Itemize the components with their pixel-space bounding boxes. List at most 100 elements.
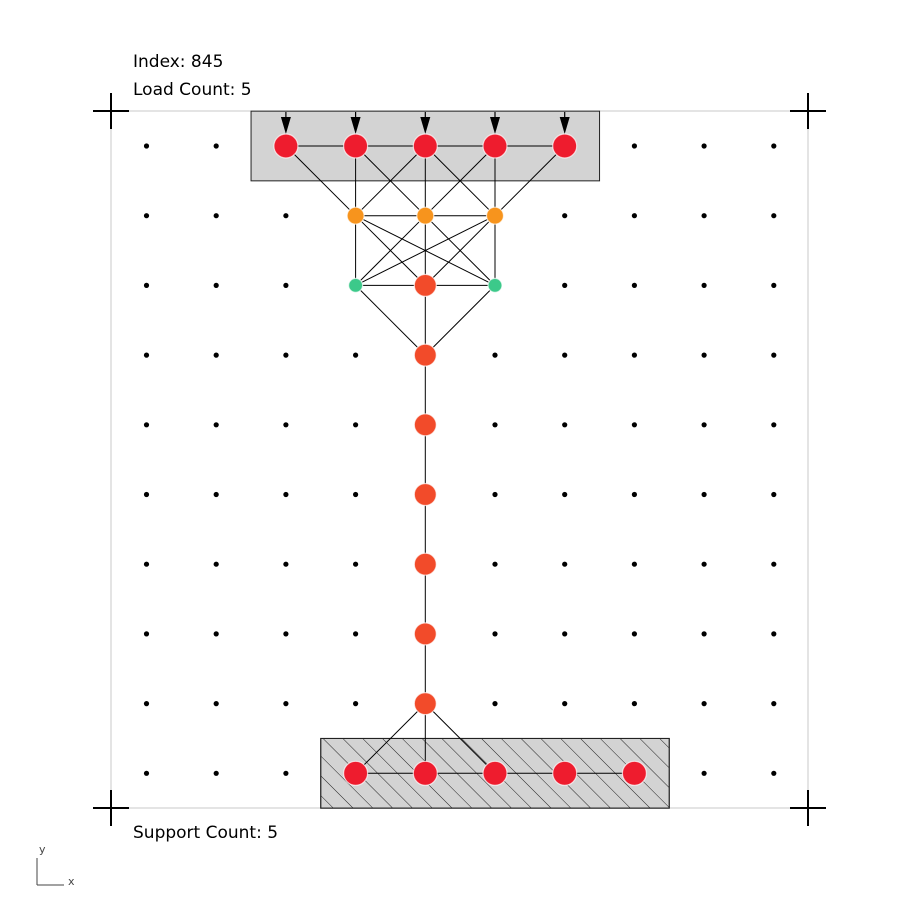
grid-dot xyxy=(283,213,289,219)
grid-dot xyxy=(562,422,568,428)
truss-node xyxy=(273,133,299,159)
truss-node xyxy=(482,760,508,786)
grid-dot xyxy=(283,770,289,776)
grid-dot xyxy=(353,631,359,637)
grid-dot xyxy=(353,701,359,707)
truss-member xyxy=(424,145,496,217)
truss-member xyxy=(355,215,426,286)
truss-node xyxy=(343,133,369,159)
load-arrow-head xyxy=(280,117,291,134)
grid-dot xyxy=(771,422,777,428)
grid-dot xyxy=(283,422,289,428)
grid-dot xyxy=(143,770,150,776)
grid-dot xyxy=(492,491,498,498)
truss-node xyxy=(413,413,437,437)
grid-dot xyxy=(213,701,219,707)
grid-dot xyxy=(562,213,568,219)
axis-indicator: y x xyxy=(36,843,75,888)
grid-dot xyxy=(283,282,289,288)
load-arrow-head xyxy=(490,117,500,134)
grid-points xyxy=(143,143,777,776)
truss-member xyxy=(355,215,496,286)
truss-nodes xyxy=(273,133,648,786)
grid-dot xyxy=(631,701,638,707)
grid-dot xyxy=(631,561,638,567)
truss-node xyxy=(412,133,438,159)
truss-node xyxy=(343,760,369,786)
grid-dot xyxy=(701,631,707,637)
truss-node xyxy=(485,206,505,225)
grid-dot xyxy=(701,143,707,149)
grid-dot xyxy=(143,561,150,567)
truss-node xyxy=(621,760,648,786)
grid-dot xyxy=(771,631,777,637)
grid-dot xyxy=(283,631,289,637)
grid-dot xyxy=(631,213,638,219)
grid-dot xyxy=(701,770,707,776)
grid-dot xyxy=(353,422,359,428)
truss-member xyxy=(355,145,426,217)
grid-dot xyxy=(562,282,568,288)
grid-dot xyxy=(562,631,568,637)
grid-dot xyxy=(771,352,777,358)
truss-node xyxy=(413,552,437,576)
grid-dot xyxy=(213,352,219,358)
truss-node xyxy=(413,482,437,507)
truss-node xyxy=(346,206,365,225)
truss-member xyxy=(494,145,566,217)
grid-dot xyxy=(701,282,707,288)
grid-dot xyxy=(143,422,150,428)
truss-member xyxy=(424,215,496,286)
grid-dot xyxy=(143,213,150,219)
grid-dot xyxy=(213,213,219,219)
grid-dot xyxy=(771,143,777,149)
truss-node xyxy=(413,343,437,367)
truss-node xyxy=(348,277,364,293)
grid-dot xyxy=(143,282,150,288)
grid-dot xyxy=(492,422,498,428)
grid-dot xyxy=(213,631,219,637)
truss-node xyxy=(552,133,578,159)
grid-dot xyxy=(213,422,219,428)
grid-dot xyxy=(492,561,498,567)
truss-node xyxy=(552,760,578,786)
grid-dot xyxy=(701,213,707,219)
grid-dot xyxy=(492,701,498,707)
load-arrow-head xyxy=(420,117,431,134)
grid-dot xyxy=(701,422,707,428)
grid-dot xyxy=(562,561,568,567)
x-axis-label: x xyxy=(68,875,75,888)
grid-dot xyxy=(492,631,498,637)
load-arrow-head xyxy=(559,117,570,134)
grid-dot xyxy=(562,491,568,498)
grid-dot xyxy=(143,631,150,637)
grid-dot xyxy=(213,282,219,288)
load-arrows xyxy=(280,112,570,134)
truss-member xyxy=(285,145,356,217)
grid-dot xyxy=(283,352,289,358)
grid-dot xyxy=(213,143,219,149)
load-count-label: Load Count: 5 xyxy=(133,80,252,100)
grid-dot xyxy=(562,701,568,707)
truss-node xyxy=(487,277,503,293)
grid-dot xyxy=(353,352,359,358)
grid-dot xyxy=(771,770,777,776)
grid-dot xyxy=(771,213,777,219)
grid-dot xyxy=(213,561,219,567)
grid-dot xyxy=(771,701,777,707)
index-label: Index: 845 xyxy=(133,52,224,72)
truss-node xyxy=(412,760,438,786)
design-frame xyxy=(93,93,826,826)
grid-dot xyxy=(143,701,150,707)
grid-dot xyxy=(631,143,638,149)
grid-dot xyxy=(771,561,777,567)
grid-dot xyxy=(353,491,359,498)
y-axis-label: y xyxy=(39,843,46,856)
grid-dot xyxy=(631,422,638,428)
grid-dot xyxy=(283,491,289,498)
grid-dot xyxy=(492,352,498,358)
truss-node xyxy=(416,206,435,225)
load-arrow-head xyxy=(350,117,361,134)
grid-dot xyxy=(701,491,707,498)
